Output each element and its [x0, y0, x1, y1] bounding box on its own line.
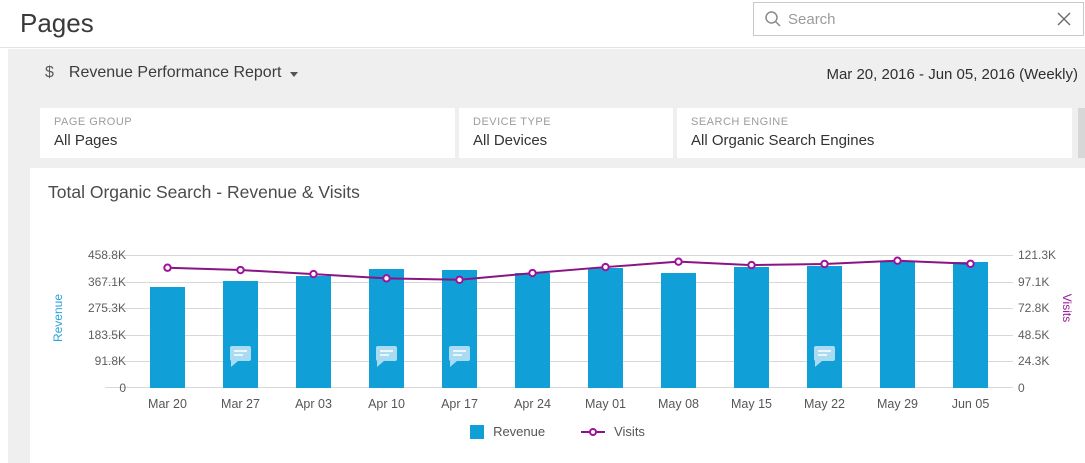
- revenue-bar[interactable]: [369, 269, 404, 388]
- y-axis-tick-right: 48.5K: [1018, 327, 1050, 342]
- search-box[interactable]: [753, 2, 1084, 36]
- visits-marker[interactable]: [382, 274, 391, 283]
- y-axis-tick-right: 121.3K: [1018, 248, 1057, 262]
- filter-label: DEVICE TYPE: [473, 116, 552, 128]
- filter-value: All Pages: [54, 132, 118, 149]
- revenue-swatch-icon: [470, 424, 485, 439]
- x-axis-label: May 15: [731, 397, 772, 411]
- chevron-down-icon: [290, 71, 299, 77]
- visits-marker[interactable]: [163, 263, 172, 272]
- y-axis-tick-left: 0: [119, 381, 126, 395]
- annotation-note-icon[interactable]: [449, 346, 470, 367]
- x-axis-label: Mar 27: [221, 397, 260, 411]
- report-title[interactable]: Revenue Performance Report: [68, 64, 282, 81]
- search-icon: [765, 11, 781, 27]
- close-icon[interactable]: [1055, 10, 1073, 28]
- x-axis-label: May 29: [877, 397, 918, 411]
- chart-legend: Revenue Visits: [105, 424, 1010, 439]
- chart-title: Total Organic Search - Revenue & Visits: [48, 182, 360, 202]
- visits-marker[interactable]: [747, 260, 756, 270]
- y-axis-tick-left: 91.8K: [94, 354, 126, 369]
- annotation-note-icon[interactable]: [376, 346, 397, 367]
- chart-card: Total Organic Search - Revenue & Visits …: [30, 168, 1085, 463]
- revenue-bar[interactable]: [223, 281, 258, 388]
- x-axis-label: May 22: [804, 397, 845, 411]
- x-axis-label: Apr 24: [514, 397, 551, 411]
- y-axis-tick-left: 183.5K: [87, 327, 126, 342]
- y-axis-tick-right: 24.3K: [1018, 354, 1050, 369]
- y-axis-tick-right: 72.8K: [1018, 301, 1050, 316]
- visits-marker[interactable]: [309, 269, 318, 279]
- search-input[interactable]: [788, 10, 1055, 28]
- gridline: [105, 387, 1013, 388]
- filter-value: All Organic Search Engines: [691, 132, 875, 149]
- y-axis-tick-left: 458.8K: [87, 248, 126, 262]
- legend-label: Visits: [614, 424, 645, 439]
- legend-item-visits[interactable]: Visits: [581, 424, 645, 439]
- x-axis-label: Mar 20: [148, 397, 187, 411]
- visits-marker[interactable]: [893, 256, 902, 265]
- report-selector[interactable]: $ Revenue Performance Report: [45, 64, 299, 82]
- visits-marker[interactable]: [966, 259, 975, 268]
- top-header: Pages: [0, 0, 1085, 48]
- plot-area: [105, 255, 1013, 388]
- gridline: [105, 255, 1013, 256]
- revenue-bar[interactable]: [734, 266, 769, 388]
- visits-marker[interactable]: [528, 268, 537, 278]
- y-axis-tick-right: 97.1K: [1018, 274, 1050, 289]
- filter-label: SEARCH ENGINE: [691, 116, 789, 128]
- revenue-bar[interactable]: [588, 267, 623, 388]
- revenue-bar[interactable]: [296, 276, 331, 388]
- filter-device-type[interactable]: DEVICE TYPE All Devices: [459, 108, 673, 158]
- annotation-note-icon[interactable]: [814, 346, 835, 367]
- filter-search-engine[interactable]: SEARCH ENGINE All Organic Search Engines: [677, 108, 1072, 158]
- y-axis-tick-left: 275.3K: [87, 301, 126, 316]
- visits-marker[interactable]: [455, 275, 464, 284]
- visits-marker[interactable]: [236, 265, 245, 275]
- x-axis-label: May 01: [585, 397, 626, 411]
- revenue-bar[interactable]: [442, 270, 477, 388]
- revenue-bar[interactable]: [150, 286, 185, 388]
- gridline: [105, 334, 1013, 336]
- revenue-bar[interactable]: [953, 262, 988, 388]
- gridline: [105, 361, 1013, 363]
- visits-marker[interactable]: [601, 262, 610, 272]
- gridline: [105, 308, 1013, 310]
- revenue-bar[interactable]: [515, 272, 550, 388]
- x-axis-label: Apr 17: [441, 397, 478, 411]
- filter-value: All Devices: [473, 132, 548, 149]
- date-range: Mar 20, 2016 - Jun 05, 2016 (Weekly): [826, 66, 1078, 83]
- legend-label: Revenue: [493, 424, 546, 439]
- y-axis-tick-right: 0: [1018, 381, 1025, 395]
- x-axis-label: Apr 03: [295, 397, 332, 411]
- legend-item-revenue[interactable]: Revenue: [470, 424, 545, 439]
- filter-label: PAGE GROUP: [54, 116, 133, 128]
- annotation-note-icon[interactable]: [230, 346, 251, 367]
- left-axis-title: Revenue: [51, 293, 65, 343]
- page-title: Pages: [20, 8, 94, 38]
- x-axis-label: Apr 10: [368, 397, 405, 411]
- visits-marker-icon: [581, 427, 606, 437]
- revenue-bar[interactable]: [880, 261, 915, 388]
- visits-marker[interactable]: [674, 257, 683, 266]
- dollar-icon: $: [45, 64, 54, 81]
- filter-page-group[interactable]: PAGE GROUP All Pages: [40, 108, 455, 158]
- y-axis-tick-left: 367.1K: [87, 274, 126, 289]
- visits-marker[interactable]: [820, 259, 829, 269]
- x-axis-label: Jun 05: [951, 397, 990, 411]
- revenue-bar[interactable]: [661, 273, 696, 388]
- x-axis-label: May 08: [658, 397, 699, 411]
- revenue-bar[interactable]: [807, 265, 842, 388]
- filter-edge-strip: [1078, 108, 1085, 158]
- gridline: [105, 281, 1013, 283]
